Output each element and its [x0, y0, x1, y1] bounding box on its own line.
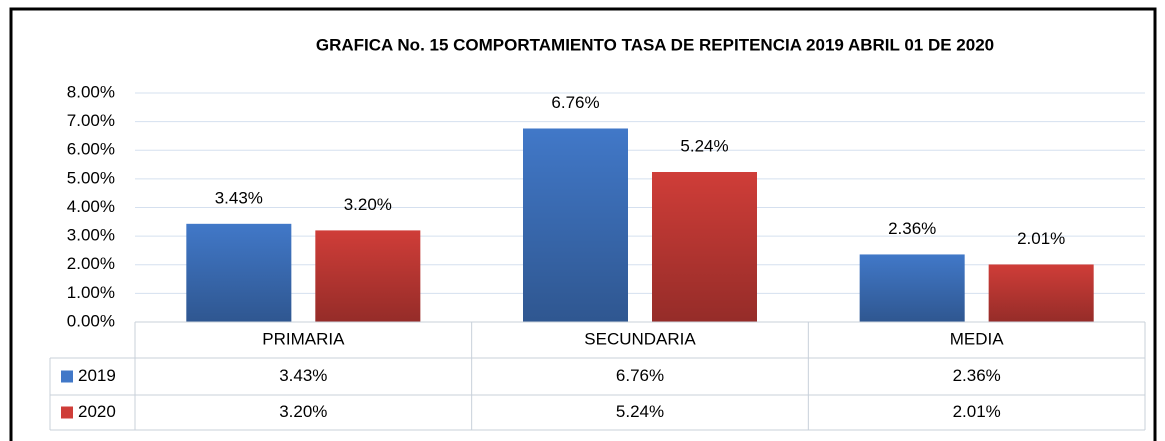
y-tick-label: 0.00% [67, 311, 115, 330]
y-tick-label: 6.00% [67, 140, 115, 159]
table-cell: 2.01% [953, 402, 1001, 421]
y-tick-label: 1.00% [67, 283, 115, 302]
table-cell: 2.36% [953, 366, 1001, 385]
y-tick-label: 3.00% [67, 226, 115, 245]
legend-label: 2019 [78, 366, 116, 385]
data-label: 3.43% [215, 188, 263, 207]
legend-key [61, 406, 73, 419]
y-tick-label: 2.00% [67, 254, 115, 273]
table-cell: 6.76% [616, 366, 664, 385]
bar [652, 172, 757, 322]
chart-title: GRAFICA No. 15 COMPORTAMIENTO TASA DE RE… [316, 35, 994, 54]
x-tick-label: SECUNDARIA [584, 329, 696, 348]
x-tick-label: PRIMARIA [262, 329, 345, 348]
table-cell: 3.43% [279, 366, 327, 385]
data-label: 6.76% [551, 93, 599, 112]
bar [523, 128, 628, 322]
y-tick-label: 5.00% [67, 168, 115, 187]
bar [315, 230, 421, 322]
y-tick-label: 8.00% [67, 82, 115, 101]
legend-label: 2020 [78, 402, 116, 421]
y-tick-label: 7.00% [67, 111, 115, 130]
x-tick-label: MEDIA [950, 329, 1005, 348]
bar [186, 223, 292, 322]
data-label: 2.01% [1017, 229, 1065, 248]
bar [988, 264, 1094, 322]
table-cell: 3.20% [279, 402, 327, 421]
legend-key [61, 370, 73, 383]
data-label: 2.36% [888, 219, 936, 238]
data-label: 3.20% [344, 195, 392, 214]
y-tick-label: 4.00% [67, 197, 115, 216]
data-label: 5.24% [680, 136, 728, 155]
table-cell: 5.24% [616, 402, 664, 421]
bar [859, 254, 965, 322]
